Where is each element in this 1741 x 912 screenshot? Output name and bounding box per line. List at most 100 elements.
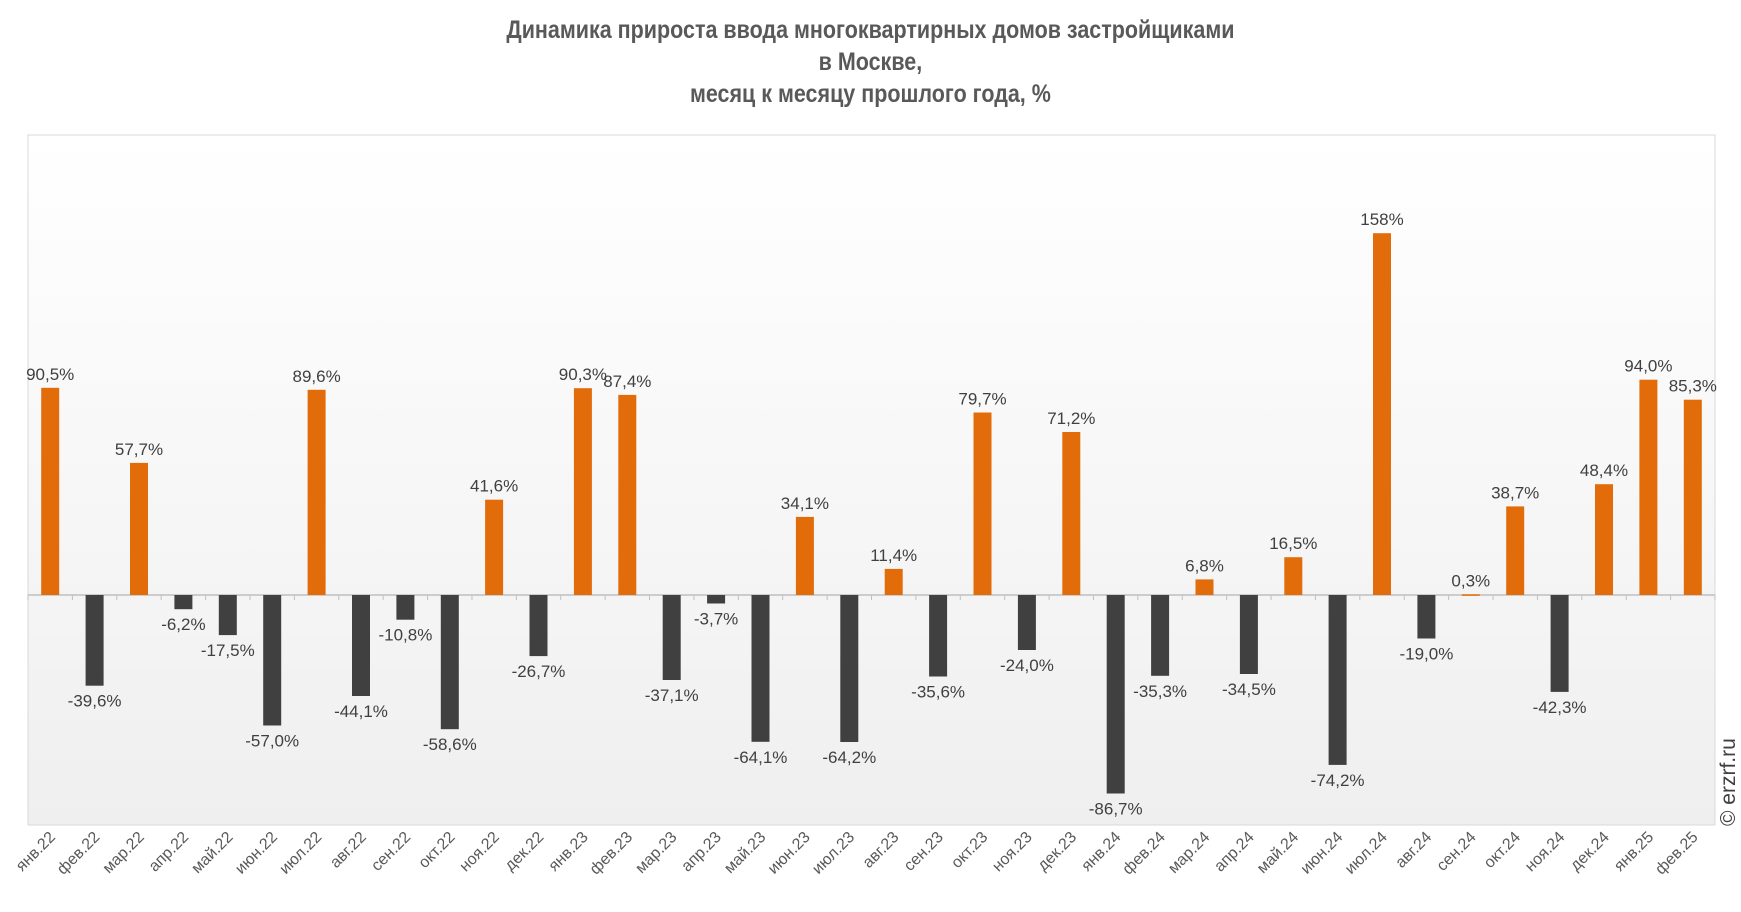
bar-ноя.23 xyxy=(1017,595,1036,650)
bar-ноя.24 xyxy=(1550,595,1569,692)
data-label: -74,2% xyxy=(1311,771,1365,790)
x-tick-label: фев.24 xyxy=(1120,829,1169,878)
x-tick-label: дек.23 xyxy=(1035,829,1081,875)
data-label: -39,6% xyxy=(68,692,122,711)
data-label: -24,0% xyxy=(1000,656,1054,675)
x-tick-label: ноя.22 xyxy=(457,829,503,875)
x-tick-label: ноя.24 xyxy=(1522,829,1568,875)
data-label: -19,0% xyxy=(1399,645,1453,664)
x-tick-label: апр.23 xyxy=(678,829,725,876)
data-label: -6,2% xyxy=(161,615,205,634)
bar-авг.24 xyxy=(1417,595,1436,639)
x-tick-label: май.24 xyxy=(1254,829,1302,877)
x-tick-label: июл.23 xyxy=(809,829,858,878)
x-tick-label: сен.22 xyxy=(368,829,414,875)
data-label: 41,6% xyxy=(470,477,518,496)
data-label: -26,7% xyxy=(512,662,566,681)
data-label: 158% xyxy=(1360,210,1403,229)
x-tick-label: янв.25 xyxy=(1611,829,1657,875)
bar-мар.22 xyxy=(130,462,148,595)
data-label: -34,5% xyxy=(1222,680,1276,699)
data-label: -37,1% xyxy=(645,686,699,705)
bar-июн.22 xyxy=(263,595,282,726)
bar-янв.22 xyxy=(41,387,60,595)
data-label: 79,7% xyxy=(958,390,1006,409)
x-tick-label: июн.23 xyxy=(765,829,814,878)
data-label: 34,1% xyxy=(781,494,829,513)
data-label: 11,4% xyxy=(870,546,917,565)
x-tick-label: окт.24 xyxy=(1481,829,1524,872)
data-label: 57,7% xyxy=(115,440,163,459)
data-label: -64,2% xyxy=(822,748,876,767)
data-label: 87,4% xyxy=(603,372,651,391)
x-tick-label: янв.22 xyxy=(13,829,59,875)
bar-сен.23 xyxy=(929,595,948,677)
x-tick-label: авг.23 xyxy=(860,829,903,872)
data-labels: 90,5% -39,6% 57,7% -6,2% -17,5% -57,0% 89,6% -4… xyxy=(26,210,1717,818)
data-label: -17,5% xyxy=(201,641,255,660)
x-tick-label: мар.24 xyxy=(1165,829,1213,877)
bar-авг.22 xyxy=(352,595,370,696)
bar-фев.23 xyxy=(618,394,637,595)
bar-июл.24 xyxy=(1373,233,1391,595)
data-label: 71,2% xyxy=(1047,409,1095,428)
data-label: 16,5% xyxy=(1269,534,1317,553)
data-label: 90,5% xyxy=(26,365,74,384)
data-label: -3,7% xyxy=(694,610,738,629)
data-label: 0,3% xyxy=(1451,571,1490,590)
bar-янв.25 xyxy=(1639,379,1658,595)
x-tick-label: янв.24 xyxy=(1078,829,1124,875)
x-tick-label: апр.24 xyxy=(1211,829,1258,876)
bar-май.24 xyxy=(1284,557,1303,595)
watermark: © erzrf.ru xyxy=(1717,738,1740,826)
x-tick-label: сен.23 xyxy=(901,829,947,875)
data-label: -86,7% xyxy=(1089,800,1143,819)
x-tick-label: мар.23 xyxy=(632,829,680,877)
data-label: -35,3% xyxy=(1133,682,1187,701)
x-tick-label: окт.23 xyxy=(948,829,991,872)
x-axis-labels: янв.22фев.22мар.22апр.22май.22июн.22июл.… xyxy=(13,829,1702,878)
bar-июн.23 xyxy=(795,516,814,595)
bar-май.22 xyxy=(218,595,237,636)
chart-title-line-2: в Москве, xyxy=(818,48,923,76)
x-tick-label: июн.24 xyxy=(1298,829,1347,878)
bar-авг.23 xyxy=(884,568,903,595)
data-label: 94,0% xyxy=(1624,357,1672,376)
bar-апр.24 xyxy=(1239,595,1258,674)
bar-фев.24 xyxy=(1151,595,1170,676)
x-tick-label: янв.23 xyxy=(546,829,592,875)
bar-дек.24 xyxy=(1595,484,1613,595)
bar-апр.22 xyxy=(174,595,193,610)
data-label: -58,6% xyxy=(423,735,477,754)
data-label: -42,3% xyxy=(1533,698,1587,717)
bar-дек.22 xyxy=(529,595,548,657)
x-tick-label: дек.24 xyxy=(1567,829,1613,875)
chart-title-line-1: Динамика прироста ввода многоквартирных … xyxy=(506,16,1235,44)
x-tick-label: фев.22 xyxy=(54,829,103,878)
x-tick-label: авг.22 xyxy=(327,829,370,872)
bar-сен.22 xyxy=(396,595,415,620)
bar-май.23 xyxy=(751,595,770,742)
data-label: 38,7% xyxy=(1491,483,1539,502)
bar-апр.23 xyxy=(707,595,726,604)
bar-мар.23 xyxy=(662,595,681,680)
bar-июл.23 xyxy=(840,595,859,742)
bar-окт.23 xyxy=(973,412,992,595)
bar-ноя.22 xyxy=(485,499,504,595)
bar-июл.22 xyxy=(307,389,326,595)
x-tick-label: фев.23 xyxy=(587,829,636,878)
bar-окт.22 xyxy=(440,595,459,730)
bar-окт.24 xyxy=(1506,506,1525,595)
x-tick-label: дек.22 xyxy=(502,829,548,875)
bars xyxy=(41,233,1702,794)
x-tick-label: окт.22 xyxy=(416,829,459,872)
data-label: 48,4% xyxy=(1580,461,1628,480)
chart-title-line-3: месяц к месяцу прошлого года, % xyxy=(689,80,1051,108)
data-label: 85,3% xyxy=(1669,377,1717,396)
bar-дек.23 xyxy=(1062,432,1081,595)
x-tick-label: сен.24 xyxy=(1434,829,1480,875)
bar-сен.24 xyxy=(1461,594,1480,596)
x-tick-label: июл.22 xyxy=(277,829,326,878)
x-tick-label: июл.24 xyxy=(1342,829,1391,878)
x-tick-label: июн.22 xyxy=(232,829,281,878)
